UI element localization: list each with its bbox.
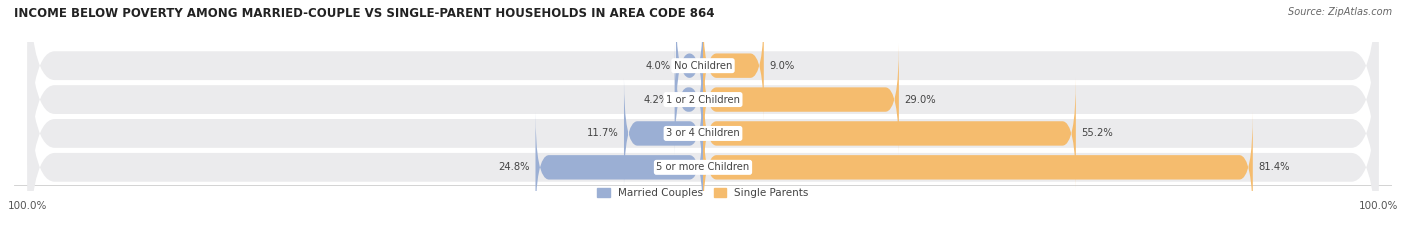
- FancyBboxPatch shape: [703, 10, 763, 121]
- Text: 3 or 4 Children: 3 or 4 Children: [666, 128, 740, 138]
- Legend: Married Couples, Single Parents: Married Couples, Single Parents: [598, 188, 808, 198]
- FancyBboxPatch shape: [28, 12, 1378, 233]
- FancyBboxPatch shape: [703, 44, 898, 155]
- Text: 9.0%: 9.0%: [769, 61, 794, 71]
- FancyBboxPatch shape: [676, 10, 703, 121]
- FancyBboxPatch shape: [703, 78, 1076, 189]
- FancyBboxPatch shape: [28, 46, 1378, 233]
- FancyBboxPatch shape: [536, 112, 703, 223]
- FancyBboxPatch shape: [28, 0, 1378, 187]
- Text: 11.7%: 11.7%: [586, 128, 619, 138]
- Text: 55.2%: 55.2%: [1081, 128, 1114, 138]
- FancyBboxPatch shape: [703, 112, 1253, 223]
- FancyBboxPatch shape: [28, 0, 1378, 221]
- Text: 4.0%: 4.0%: [645, 61, 671, 71]
- Text: 4.2%: 4.2%: [644, 95, 669, 105]
- FancyBboxPatch shape: [624, 78, 703, 189]
- Text: No Children: No Children: [673, 61, 733, 71]
- Text: 5 or more Children: 5 or more Children: [657, 162, 749, 172]
- Text: 81.4%: 81.4%: [1258, 162, 1289, 172]
- Text: 1 or 2 Children: 1 or 2 Children: [666, 95, 740, 105]
- Text: Source: ZipAtlas.com: Source: ZipAtlas.com: [1288, 7, 1392, 17]
- Text: 24.8%: 24.8%: [499, 162, 530, 172]
- Text: 29.0%: 29.0%: [904, 95, 936, 105]
- Text: INCOME BELOW POVERTY AMONG MARRIED-COUPLE VS SINGLE-PARENT HOUSEHOLDS IN AREA CO: INCOME BELOW POVERTY AMONG MARRIED-COUPL…: [14, 7, 714, 20]
- FancyBboxPatch shape: [675, 44, 703, 155]
